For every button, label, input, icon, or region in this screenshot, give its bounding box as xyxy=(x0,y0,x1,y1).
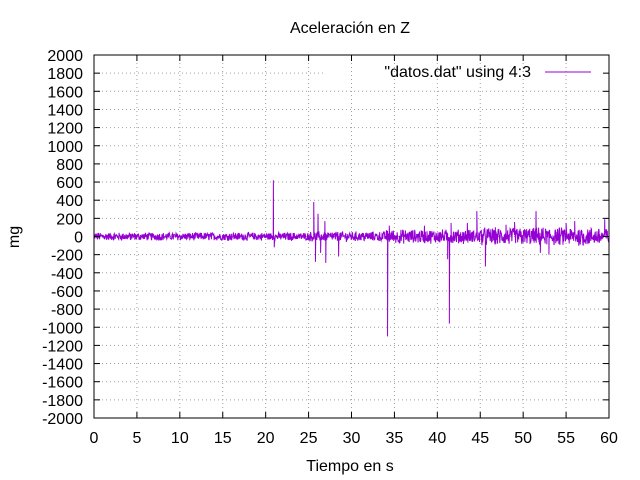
y-tick-label: 200 xyxy=(56,211,83,228)
y-tick-label: 1400 xyxy=(47,102,83,119)
x-tick-label: 35 xyxy=(386,430,404,447)
x-axis-label: Tiempo en s xyxy=(306,458,393,475)
x-tick-label: 10 xyxy=(171,430,189,447)
y-tick-label: -600 xyxy=(51,284,83,301)
grid xyxy=(94,55,609,418)
y-axis-label: mg xyxy=(6,226,23,248)
y-tick-label: 0 xyxy=(74,230,83,247)
x-tick-label: 55 xyxy=(557,430,575,447)
y-tick-label: 400 xyxy=(56,193,83,210)
y-tick-label: -1200 xyxy=(42,338,83,355)
y-tick-label: 800 xyxy=(56,157,83,174)
y-tick-label: -1600 xyxy=(42,375,83,392)
x-tick-label: 5 xyxy=(132,430,141,447)
y-tick-label: 1000 xyxy=(47,139,83,156)
x-tick-label: 40 xyxy=(428,430,446,447)
y-tick-label: -1400 xyxy=(42,357,83,374)
series-group xyxy=(93,180,610,337)
y-tick-label: -2000 xyxy=(42,411,83,428)
y-tick-label: -1800 xyxy=(42,393,83,410)
y-tick-label: -400 xyxy=(51,266,83,283)
y-tick-label: 1800 xyxy=(47,66,83,83)
y-tick-label: 1200 xyxy=(47,121,83,138)
x-tick-label: 45 xyxy=(471,430,489,447)
series-line xyxy=(93,180,610,337)
y-tick-label: -200 xyxy=(51,248,83,265)
y-tick-label: -1000 xyxy=(42,320,83,337)
y-tick-label: 2000 xyxy=(47,48,83,65)
x-tick-label: 60 xyxy=(600,430,618,447)
x-tick-label: 30 xyxy=(343,430,361,447)
chart-title: Aceleración en Z xyxy=(290,20,410,37)
y-tick-label: 1600 xyxy=(47,84,83,101)
tick-group: 0 5 10 15 20 25 30 35 40 45 50 55 60-2000-1800-1600-… xyxy=(42,48,618,447)
legend: "datos.dat" using 4:3 xyxy=(384,64,591,81)
x-tick-label: 20 xyxy=(257,430,275,447)
x-tick-label: 15 xyxy=(214,430,232,447)
y-tick-label: -800 xyxy=(51,302,83,319)
x-tick-label: 50 xyxy=(514,430,532,447)
x-tick-label: 0 xyxy=(90,430,99,447)
y-tick-label: 600 xyxy=(56,175,83,192)
legend-label: "datos.dat" using 4:3 xyxy=(384,64,531,81)
x-tick-label: 25 xyxy=(300,430,318,447)
